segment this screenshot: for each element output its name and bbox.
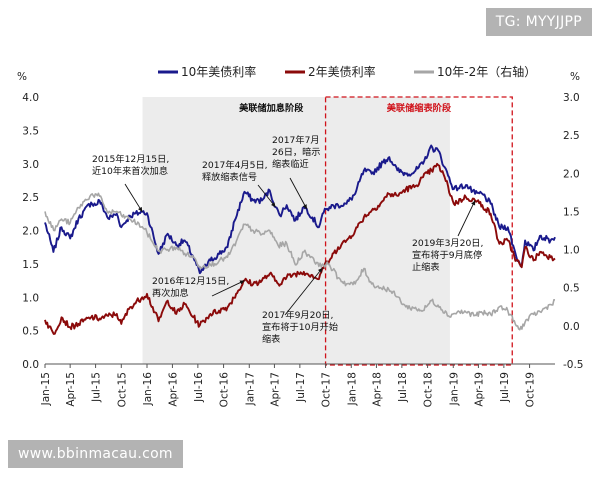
x-tick-label: Apr-18 [371,372,383,407]
annotation-a5-arrowhead [317,267,323,273]
series-line-0 [44,144,556,275]
annotation-a5-line: 宣布将于10月开始 [262,321,338,333]
x-tick-label: Oct-19 [525,372,537,407]
annotation-a5-arrow [284,267,323,316]
annotation-a2-arrow [257,184,276,208]
x-tick-label: Jul-18 [397,372,409,403]
annotation-a6-line: 2019年3月20日, [412,237,483,249]
x-tick-label: Jul-16 [193,372,205,403]
y-left-tick-label: 3.5 [22,125,39,137]
annotation-a4-arrowhead [239,280,245,285]
y-right-tick-label: 1.0 [563,245,580,257]
annotation-a3-line: 缩表临近 [272,158,309,170]
x-tick-label: Oct-17 [321,372,333,407]
annotation-a2-line: 释放缩表信号 [202,171,257,183]
annotation-a5-line: 2017年9月20日, [262,309,333,321]
y-right-tick-label: 0.0 [563,321,580,333]
annotation-a4-line: 2016年12月15日, [152,275,229,287]
y-right-tick-label: 2.5 [563,130,580,142]
y-left-tick-label: 0.5 [22,326,39,338]
y-right-tick-label: -0.5 [563,359,584,371]
legend-label-0: 10年美债利率 [181,64,256,79]
x-tick-label: Jan-16 [142,372,154,407]
annotation-a2-arrowhead [271,202,276,208]
y-left-tick-label: 2.0 [22,226,39,238]
x-tick-label: Jul-17 [295,372,307,403]
y-right-tick-label: 0.5 [563,283,580,295]
x-tick-label: Apr-15 [65,372,77,407]
annotation-a1-arrowhead [138,206,143,212]
y-left-tick-label: 1.5 [22,259,39,271]
annotation-a3-line: 2017年7月 [272,134,320,146]
annotation-a3-arrowhead [302,204,307,210]
annotation-a1-arrow [124,183,143,213]
annotation-a4-line: 再次加息 [152,287,189,299]
series-layer [44,144,556,335]
annotation-a6-arrow [457,200,476,237]
annotation-a6-line: 止缩表 [412,261,440,273]
x-tick-label: Jan-17 [244,372,256,406]
region-hiking-shade [142,97,450,364]
x-tick-label: Jan-18 [346,372,358,406]
series-line-1 [44,162,556,335]
annotation-a3-arrow [289,177,308,210]
y-right-tick-label: 2.0 [563,168,580,180]
annotation-a3-line: 26日，暗示 [272,146,320,158]
y-left-tick-label: 3.0 [22,159,39,171]
annotation-a1-line: 2015年12月15日, [92,153,169,165]
y-left-tick-label: 1.0 [22,292,39,304]
x-tick-label: Oct-15 [116,372,128,407]
left-axis-unit: % [17,71,27,83]
annotation-a4-arrow [211,280,245,297]
annotation-a1-line: 近10年来首次加息 [92,165,168,177]
right-axis-unit: % [570,71,580,83]
x-tick-label: Apr-16 [167,372,179,407]
x-tick-label: Oct-16 [219,372,231,408]
series-line-2 [44,192,556,331]
legend: 10年美债利率 2年美债利率 10年-2年（右轴） [158,64,536,79]
x-tick-label: Jan-15 [40,372,52,406]
watermark-bottom: www.bbinmacau.com [8,440,183,468]
annotation-a6-arrowhead [471,200,476,206]
annotations-layer: 2015年12月15日,近10年来首次加息 2017年4月5日,释放缩表信号 201… [92,134,483,345]
x-tick-label: Jul-19 [499,372,511,403]
annotation-a5-line: 缩表 [262,333,280,345]
legend-label-1: 2年美债利率 [308,64,376,79]
x-tick-label: Apr-17 [269,372,281,407]
region-label-hiking: 美联储加息阶段 [239,102,304,114]
x-tick-label: Jul-15 [91,372,103,403]
y-right-tick-label: 3.0 [563,92,580,104]
annotation-a2-line: 2017年4月5日, [202,159,268,171]
region-label-qt: 美联储缩表阶段 [387,102,452,114]
x-tick-label: Jan-19 [448,372,460,406]
y-left-tick-label: 4.0 [22,92,39,104]
region-qt-box [324,96,513,366]
x-tick-label: Apr-19 [473,372,485,407]
y-left-tick-label: 2.5 [22,192,39,204]
y-right-tick-label: 1.5 [563,206,580,218]
legend-label-2: 10年-2年（右轴） [437,64,536,79]
regions-layer: 美联储加息阶段 美联储缩表阶段 [142,96,513,366]
annotation-a6-line: 宣布将于9月底停 [412,249,482,261]
watermark-top: TG: MYYJJPP [485,8,592,36]
x-tick-label: Oct-18 [423,372,435,407]
axes-layer: % % 0.0 0.5 1.0 1.5 2.0 2.5 3.0 3.5 4.0 -0.5 0.0 0.5 1… [17,71,583,407]
y-left-tick-label: 0.0 [22,359,39,371]
